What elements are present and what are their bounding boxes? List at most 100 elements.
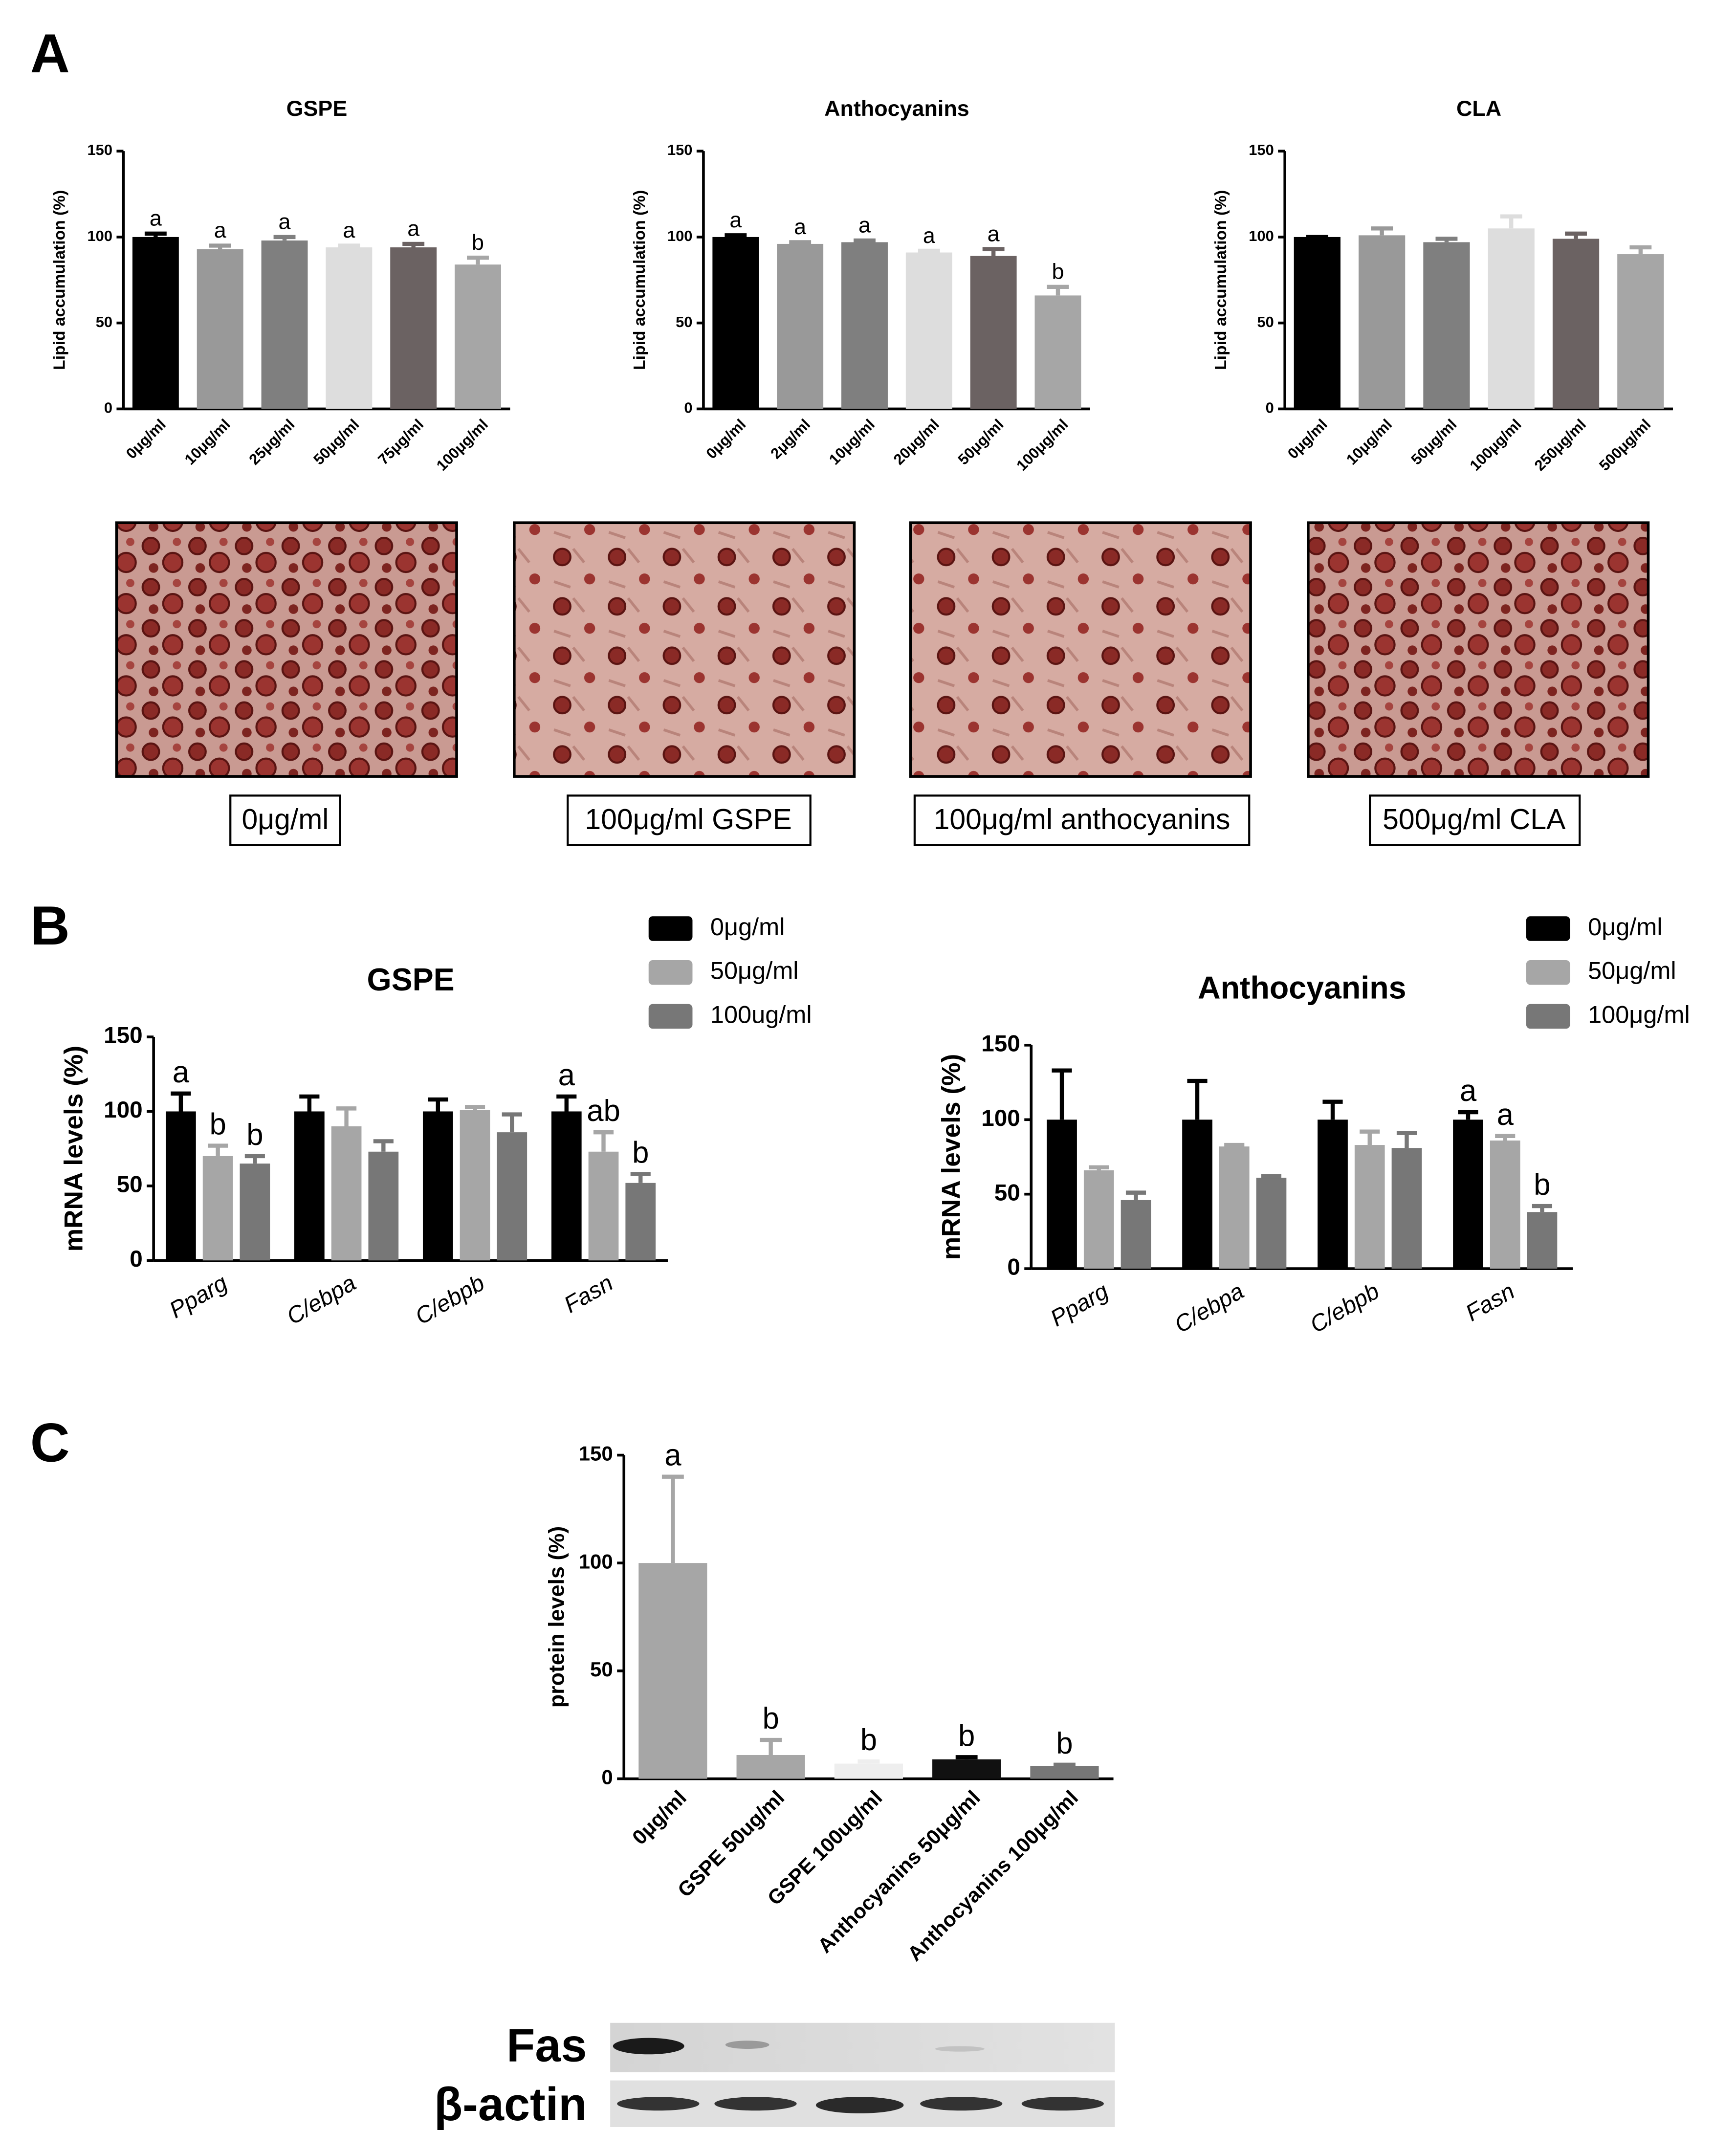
legend-swatch: [648, 916, 693, 941]
x-tick-label: 500μg/ml: [1596, 416, 1654, 474]
y-tick-label: 50: [1257, 313, 1274, 330]
bar: [460, 1110, 490, 1261]
bar: [1182, 1120, 1212, 1269]
bar: [202, 1156, 233, 1261]
bar: [261, 240, 308, 409]
bar: [132, 237, 179, 409]
y-tick-label: 150: [579, 1442, 613, 1465]
significance-letter: a: [279, 209, 291, 234]
bar: [331, 1126, 362, 1261]
y-tick-label: 50: [96, 313, 112, 330]
significance-letter: b: [246, 1118, 263, 1152]
y-tick-label: 0: [1266, 399, 1274, 417]
bar: [1617, 254, 1664, 409]
significance-letter: a: [794, 214, 806, 239]
error-bar: [1125, 1190, 1146, 1200]
bar: [1030, 1766, 1099, 1779]
error-bar: [209, 243, 231, 249]
error-bar: [244, 1154, 265, 1164]
micrograph: [115, 521, 458, 778]
significance-letter: a: [558, 1058, 575, 1092]
error-bar: [402, 242, 425, 247]
error-bar: [725, 233, 747, 238]
y-axis-label: mRNA levels (%): [937, 1054, 966, 1260]
x-tick-label: C/ebpb: [411, 1270, 489, 1330]
error-bar: [1435, 237, 1458, 242]
y-tick-label: 50: [590, 1658, 613, 1681]
error-bar: [1187, 1078, 1208, 1120]
blot-band: [613, 2038, 684, 2055]
blot-label: β-actin: [434, 2079, 587, 2130]
error-bar: [760, 1737, 782, 1755]
error-bar: [789, 240, 812, 244]
blot-band: [725, 2041, 769, 2049]
bar: [905, 252, 952, 409]
y-tick-label: 50: [676, 313, 692, 330]
blot-band: [1021, 2097, 1104, 2111]
error-bar: [273, 235, 296, 241]
legend-label: 50μg/ml: [1588, 957, 1676, 985]
y-tick-label: 150: [1249, 141, 1274, 158]
significance-letter: b: [472, 230, 484, 255]
error-bar: [630, 1172, 651, 1183]
y-tick-label: 50: [994, 1180, 1020, 1206]
y-tick-label: 150: [104, 1023, 143, 1049]
significance-letter: a: [173, 1055, 190, 1089]
x-tick-label: 50μg/ml: [955, 416, 1007, 468]
legend-swatch: [648, 960, 693, 985]
x-tick-label: 0μg/ml: [703, 416, 749, 462]
bar: [551, 1111, 582, 1261]
caption-box: [1368, 794, 1581, 846]
y-tick-label: 0: [684, 399, 692, 417]
caption: 0μg/ml: [242, 804, 329, 835]
x-tick-label: C/ebpb: [1306, 1278, 1384, 1339]
x-tick-label: 20μg/ml: [890, 416, 943, 468]
error-bar: [171, 1091, 191, 1112]
bar: [326, 247, 373, 409]
significance-letter: ab: [587, 1094, 620, 1128]
bar: [777, 243, 824, 409]
caption-box: [913, 794, 1251, 846]
panel-label: B: [30, 895, 70, 956]
y-tick-label: 100: [667, 227, 692, 244]
significance-letter: b: [958, 1719, 975, 1753]
error-bar: [982, 247, 1005, 256]
y-tick-label: 150: [667, 141, 692, 158]
error-bar: [1054, 1762, 1076, 1767]
significance-letter: a: [150, 206, 162, 231]
bar: [1047, 1120, 1077, 1269]
error-bar: [467, 255, 489, 265]
legend-label: 0μg/ml: [710, 913, 785, 941]
significance-letter: a: [407, 216, 419, 241]
micrograph: [909, 521, 1252, 778]
error-bar: [208, 1143, 228, 1156]
y-tick-label: 100: [1249, 227, 1274, 244]
blot-band: [714, 2097, 797, 2111]
blot-band: [815, 2097, 904, 2113]
legend-label: 100ug/ml: [710, 1000, 812, 1028]
significance-letter: a: [1460, 1074, 1477, 1108]
bar: [1391, 1148, 1422, 1269]
x-tick-label: Pparg: [1046, 1278, 1113, 1332]
y-tick-label: 0: [601, 1766, 613, 1789]
y-tick-label: 150: [981, 1031, 1020, 1056]
error-bar: [1458, 1110, 1478, 1120]
bar: [625, 1183, 656, 1261]
bar: [1490, 1140, 1520, 1269]
bar: [197, 249, 243, 409]
bar: [1354, 1145, 1385, 1269]
bar: [368, 1151, 399, 1261]
significance-letter: a: [923, 223, 935, 248]
significance-letter: a: [214, 218, 226, 242]
bar: [1552, 239, 1600, 409]
error-bar: [336, 1106, 357, 1126]
y-tick-label: 0: [1007, 1254, 1020, 1280]
significance-letter: a: [729, 207, 742, 232]
y-tick-label: 100: [88, 227, 112, 244]
bar: [932, 1759, 1001, 1779]
y-tick-label: 100: [104, 1097, 143, 1123]
legend-swatch: [648, 1004, 693, 1029]
error-bar: [857, 1759, 880, 1764]
y-axis-label: Lipid accumulation (%): [50, 190, 68, 370]
significance-letter: a: [988, 221, 1000, 246]
